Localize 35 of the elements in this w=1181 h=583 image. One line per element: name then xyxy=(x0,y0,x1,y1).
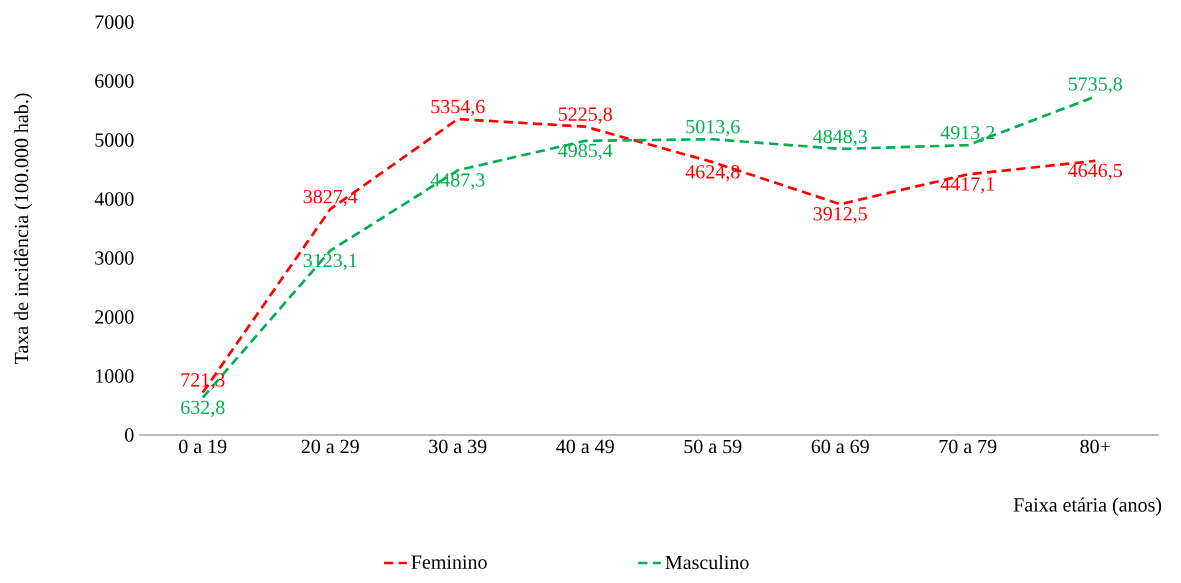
data-label: 4624,8 xyxy=(685,165,740,182)
data-label: 632,8 xyxy=(181,400,225,417)
x-tick-label: 70 a 79 xyxy=(939,439,997,454)
y-tick-label: 6000 xyxy=(95,74,134,88)
y-tick-label: 1000 xyxy=(96,369,134,383)
legend-label: Masculino xyxy=(665,555,749,570)
data-label: 4646,5 xyxy=(1068,163,1122,181)
data-label: 4985,4 xyxy=(558,143,613,161)
data-label: 5013,6 xyxy=(686,119,740,137)
x-tick-label: 80+ xyxy=(1080,439,1110,454)
data-label: 4417,1 xyxy=(940,177,995,194)
x-tick-label: 20 a 29 xyxy=(301,439,359,454)
data-label: 4913,2 xyxy=(940,125,995,143)
data-label: 4848,3 xyxy=(813,129,867,147)
x-axis-title: Faixa etária (anos) xyxy=(1013,497,1162,516)
data-label: 5354,6 xyxy=(431,99,485,117)
legend-label: Feminino xyxy=(411,555,487,569)
y-tick-label: 0 xyxy=(125,428,134,442)
y-tick-label: 5000 xyxy=(95,133,134,147)
y-tick-label: 4000 xyxy=(94,192,134,206)
y-axis-title: Taxa de incidência (100.000 hab.) xyxy=(14,93,33,365)
y-tick-label: 3000 xyxy=(95,251,134,265)
x-tick-label: 0 a 19 xyxy=(179,439,227,454)
data-label: 3912,5 xyxy=(813,207,867,224)
data-label: 3123,1 xyxy=(303,253,357,270)
data-label: 5735,8 xyxy=(1068,77,1122,94)
x-tick-label: 60 a 69 xyxy=(811,439,869,454)
y-tick-label: 2000 xyxy=(95,310,134,324)
y-tick-label: 7000 xyxy=(95,15,134,29)
data-label: 5225,8 xyxy=(558,107,612,124)
x-tick-label: 50 a 59 xyxy=(684,439,742,454)
x-tick-label: 30 a 39 xyxy=(429,439,487,454)
data-label: 3827,4 xyxy=(303,189,358,207)
data-label: 4487,3 xyxy=(430,173,485,190)
x-tick-label: 40 a 49 xyxy=(556,439,614,454)
